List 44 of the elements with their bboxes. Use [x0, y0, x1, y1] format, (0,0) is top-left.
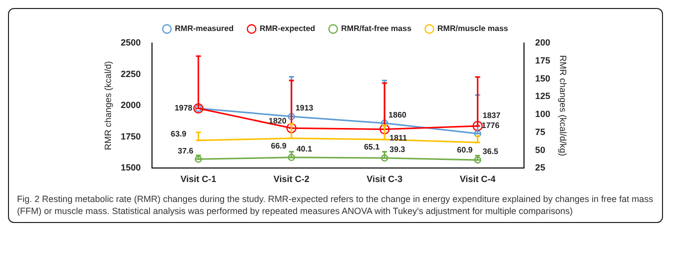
- y-axis-title: RMR changes (kcal/d): [102, 61, 113, 150]
- point: [474, 130, 482, 138]
- data-label: 1860: [388, 110, 407, 120]
- data-label: 1978: [174, 104, 193, 113]
- x-tick-label: Visit C-1: [180, 174, 216, 184]
- y-tick-label: 2500: [120, 37, 141, 48]
- y2-tick-label: 175: [535, 55, 550, 66]
- data-label: 1776: [482, 120, 500, 130]
- caption: Fig. 2 Resting metabolic rate (RMR) changes during the study. RMR-expected refers to the change in energy expenditure explained by changes in free fat mass (FFM) or muscle mass. Statistical analysis was performed by repeated measures ANOVA with Tukey's adjustment for multiple comparisons): [16, 193, 654, 218]
- point: [379, 124, 390, 134]
- data-label: 60.9: [457, 146, 474, 155]
- y-tick-label: 1500: [120, 162, 141, 173]
- data-label: 40.1: [296, 144, 313, 154]
- legend-label: RMR-expected: [260, 24, 316, 34]
- y-tick-label: 1750: [120, 131, 141, 142]
- data-label: 65.1: [364, 142, 380, 152]
- data-label: 1837: [482, 111, 501, 120]
- y2-tick-label: 75: [535, 126, 546, 137]
- y2-tick-label: 150: [535, 73, 550, 84]
- y-tick-label: 2000: [120, 100, 141, 110]
- x-tick-label: Visit C-4: [460, 174, 496, 184]
- x-tick-label: Visit C-3: [366, 174, 402, 184]
- legend-label: RMR-measured: [174, 24, 234, 34]
- data-label: 1913: [295, 104, 314, 113]
- point: [380, 120, 388, 127]
- point: [288, 112, 296, 120]
- data-label: 36.5: [482, 147, 499, 156]
- y2-tick-label: 50: [535, 144, 546, 155]
- point: [286, 123, 297, 134]
- y2-tick-label: 200: [535, 37, 550, 48]
- data-label: 1820: [268, 116, 288, 126]
- data-label: 63.9: [170, 130, 187, 139]
- y2-tick-label: 100: [535, 109, 550, 120]
- data-label: 37.6: [178, 146, 194, 156]
- point: [472, 120, 483, 132]
- data-label: 39.3: [390, 145, 406, 154]
- y-tick-label: 2250: [120, 68, 141, 79]
- x-tick-label: Visit C-2: [274, 174, 310, 184]
- y2-axis-title: RMR changes (kcal/d/kg): [558, 55, 568, 156]
- legend-label: RMR/muscle mass: [437, 24, 509, 34]
- legend-label: RMR/fat-free mass: [341, 24, 412, 34]
- y2-tick-label: 125: [535, 91, 550, 102]
- y2-tick-label: 25: [535, 162, 546, 173]
- data-label: 66.9: [270, 141, 287, 150]
